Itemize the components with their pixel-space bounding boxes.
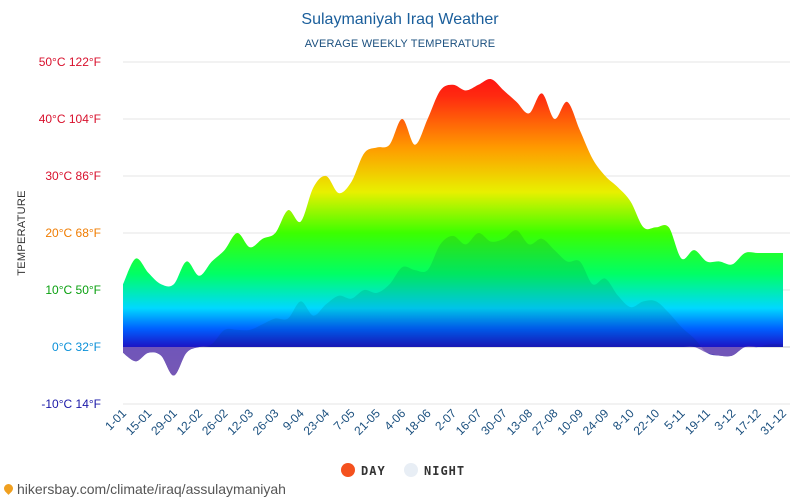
night-shade — [123, 230, 783, 376]
location-pin-icon — [2, 482, 15, 495]
y-tick-label: 10°C 50°F — [45, 283, 101, 297]
x-tick-labels: 1-0115-0129-0112-0226-0212-0326-039-0423… — [102, 406, 789, 438]
x-tick-label: 17-12 — [732, 406, 764, 438]
x-tick-label: 21-05 — [351, 406, 383, 438]
legend-night-label: NIGHT — [424, 464, 465, 478]
x-tick-label: 24-09 — [580, 406, 612, 438]
legend-night[interactable]: NIGHT — [404, 463, 465, 478]
x-tick-label: 22-10 — [631, 406, 663, 438]
footer-link[interactable]: hikersbay.com/climate/iraq/assulaymaniya… — [17, 481, 286, 497]
x-tick-label: 15-01 — [123, 406, 155, 438]
x-tick-label: 12-02 — [174, 406, 206, 438]
footer[interactable]: hikersbay.com/climate/iraq/assulaymaniya… — [2, 481, 286, 497]
legend: DAY NIGHT — [341, 463, 465, 478]
data-areas — [123, 78, 783, 376]
y-tick-label: 20°C 68°F — [45, 226, 101, 240]
x-tick-label: 27-08 — [529, 406, 561, 438]
night-area — [123, 230, 783, 376]
x-tick-label: 29-01 — [148, 406, 180, 438]
day-area — [123, 78, 783, 348]
legend-day[interactable]: DAY — [341, 463, 386, 478]
y-tick-label: 50°C 122°F — [39, 55, 101, 69]
legend-day-marker — [341, 463, 355, 477]
x-tick-label: 26-03 — [250, 406, 282, 438]
legend-night-marker — [404, 463, 418, 477]
x-tick-label: 12-03 — [224, 406, 256, 438]
y-tick-label: 30°C 86°F — [45, 169, 101, 183]
y-axis-label: TEMPERATURE — [16, 190, 28, 276]
x-tick-label: 23-04 — [301, 406, 333, 438]
chart-subtitle: AVERAGE WEEKLY TEMPERATURE — [305, 38, 496, 50]
x-tick-label: 18-06 — [402, 406, 434, 438]
chart-title: Sulaymaniyah Iraq Weather — [301, 11, 499, 28]
y-tick-label: -10°C 14°F — [41, 397, 101, 411]
y-tick-labels: 50°C 122°F 40°C 104°F 30°C 86°F 20°C 68°F 10… — [39, 55, 101, 411]
x-tick-label: 30-07 — [478, 406, 510, 438]
x-tick-label: 13-08 — [504, 406, 536, 438]
x-tick-label: 16-07 — [453, 406, 485, 438]
y-tick-label: 0°C 32°F — [52, 340, 101, 354]
x-tick-label: 31-12 — [758, 406, 790, 438]
y-tick-label: 40°C 104°F — [39, 112, 101, 126]
legend-day-label: DAY — [361, 464, 386, 478]
x-tick-label: 10-09 — [554, 406, 586, 438]
below-zero-area — [123, 346, 783, 376]
x-tick-label: 19-11 — [682, 406, 713, 437]
x-tick-label: 26-02 — [199, 406, 231, 438]
